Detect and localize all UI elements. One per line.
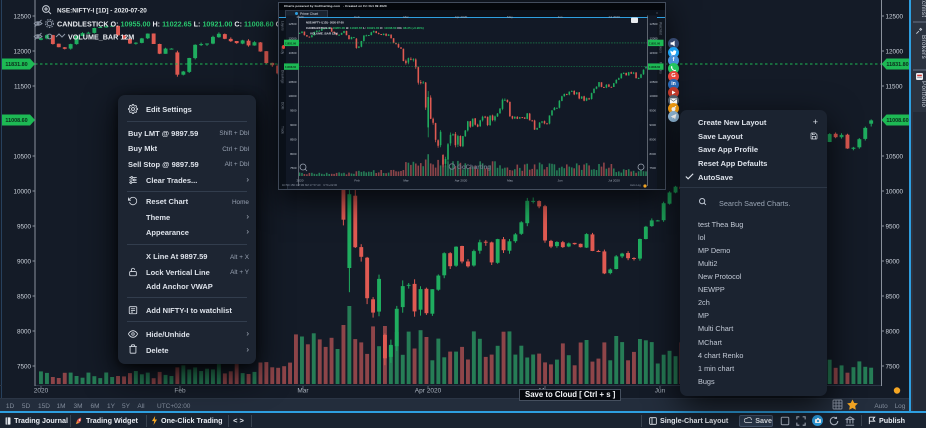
svg-text:10500: 10500	[650, 80, 658, 84]
svg-text:10000: 10000	[13, 189, 31, 196]
svg-text:1Y: 1Y	[107, 403, 116, 410]
svg-text:9000: 9000	[290, 123, 297, 127]
svg-text:Apr 2020: Apr 2020	[455, 15, 468, 19]
svg-text:8000: 8000	[17, 329, 32, 336]
svg-text:Auto Log: Auto Log	[630, 183, 641, 187]
svg-text:NSE:NIFTY-I [1D] - 2020-07-20: NSE:NIFTY-I [1D] - 2020-07-20	[306, 20, 344, 24]
svg-text:12000: 12000	[13, 49, 31, 56]
svg-text:10000: 10000	[650, 94, 658, 98]
svg-text:8000: 8000	[290, 152, 297, 156]
svg-text:Mar: Mar	[403, 179, 408, 183]
svg-text:12000: 12000	[288, 37, 296, 41]
svg-text:All: All	[137, 403, 145, 410]
svg-text:15D: 15D	[38, 403, 50, 410]
svg-text:3M: 3M	[73, 403, 82, 410]
svg-text:6M: 6M	[90, 403, 99, 410]
svg-text:9500: 9500	[650, 109, 657, 113]
svg-text:1D: 1D	[6, 403, 15, 410]
svg-text:9000: 9000	[17, 259, 32, 266]
svg-text:8500: 8500	[17, 294, 32, 301]
svg-text:11831.80: 11831.80	[5, 62, 27, 68]
svg-text:8500: 8500	[886, 294, 901, 301]
svg-text:7500: 7500	[886, 364, 901, 371]
svg-text:2020: 2020	[34, 388, 49, 395]
svg-text:12500: 12500	[288, 22, 296, 26]
svg-text:CANDLESTICK O: 10955.00 H: 110: CANDLESTICK O: 10955.00 H: 11022.65 L: 1…	[306, 26, 424, 30]
svg-text:10500: 10500	[288, 80, 296, 84]
svg-text:2020: 2020	[297, 179, 304, 183]
svg-text:Jun: Jun	[558, 179, 563, 183]
svg-text:Feb: Feb	[354, 179, 360, 183]
svg-text:9500: 9500	[886, 224, 901, 231]
svg-text:11831.80: 11831.80	[886, 62, 908, 68]
svg-text:11500: 11500	[886, 84, 904, 91]
svg-text:May: May	[507, 179, 513, 183]
svg-text:10000: 10000	[288, 94, 296, 98]
svg-text:VOLUME_BAR 12M: VOLUME_BAR 12M	[310, 32, 338, 36]
svg-text:7500: 7500	[17, 364, 32, 371]
svg-text:VOLUME_BAR 12M: VOLUME_BAR 12M	[68, 33, 134, 42]
svg-text:11008.60: 11008.60	[5, 118, 27, 124]
svg-text:9500: 9500	[290, 109, 297, 113]
svg-text:12500: 12500	[13, 14, 31, 21]
svg-text:9500: 9500	[17, 224, 32, 231]
svg-text:Mar: Mar	[297, 388, 309, 395]
svg-text:Jun: Jun	[655, 388, 666, 395]
svg-text:12000: 12000	[650, 37, 658, 41]
svg-text:UTC+02:00: UTC+02:00	[157, 403, 191, 410]
svg-text:11500: 11500	[289, 51, 297, 55]
svg-text:May: May	[507, 15, 513, 19]
svg-text:8000: 8000	[650, 152, 657, 156]
svg-text:5D: 5D	[22, 403, 31, 410]
svg-text:Log: Log	[895, 403, 906, 410]
svg-text:9000: 9000	[650, 123, 657, 127]
svg-text:7500: 7500	[650, 166, 657, 170]
svg-text:NSE:NIFTY-I [1D] - 2020-07-20: NSE:NIFTY-I [1D] - 2020-07-20	[57, 8, 147, 15]
svg-text:GoCharting: GoCharting	[457, 164, 491, 171]
svg-text:11008.60: 11008.60	[285, 65, 297, 69]
svg-text:8000: 8000	[886, 329, 901, 336]
svg-text:5Y: 5Y	[122, 403, 131, 410]
svg-text:12500: 12500	[886, 14, 904, 21]
svg-text:Mar: Mar	[403, 15, 408, 19]
svg-text:10500: 10500	[886, 154, 904, 161]
svg-text:7500: 7500	[290, 166, 297, 170]
svg-text:9000: 9000	[886, 259, 901, 266]
svg-text:11008.60: 11008.60	[886, 118, 908, 124]
svg-text:11831.80: 11831.80	[285, 42, 297, 46]
svg-text:10000: 10000	[886, 189, 904, 196]
svg-text:12000: 12000	[886, 49, 904, 56]
svg-text:10500: 10500	[13, 154, 31, 161]
svg-text:Feb: Feb	[354, 15, 360, 19]
svg-text:11831.80: 11831.80	[649, 42, 661, 46]
svg-text:11500: 11500	[14, 84, 32, 91]
svg-text:1M: 1M	[56, 403, 65, 410]
svg-text:Auto: Auto	[874, 403, 888, 410]
svg-text:Jul 2020: Jul 2020	[608, 15, 620, 19]
svg-text:8500: 8500	[290, 137, 297, 141]
svg-text:Jun: Jun	[558, 15, 563, 19]
svg-text:8500: 8500	[650, 137, 657, 141]
svg-text:Apr 2020: Apr 2020	[455, 179, 468, 183]
svg-text:Apr 2020: Apr 2020	[415, 388, 442, 395]
svg-text:12500: 12500	[650, 22, 658, 26]
svg-text:2020: 2020	[297, 15, 304, 19]
svg-text:Feb: Feb	[174, 388, 186, 395]
svg-text:Jul 2020: Jul 2020	[608, 179, 620, 183]
svg-text:11008.60: 11008.60	[649, 65, 661, 69]
svg-text:11500: 11500	[650, 51, 658, 55]
svg-text:1D 5D 15D 1M 3M 6M 1Y 5: 1D 5D 15D 1M 3M 6M 1Y 5Y All UTC+02:00	[282, 183, 338, 187]
